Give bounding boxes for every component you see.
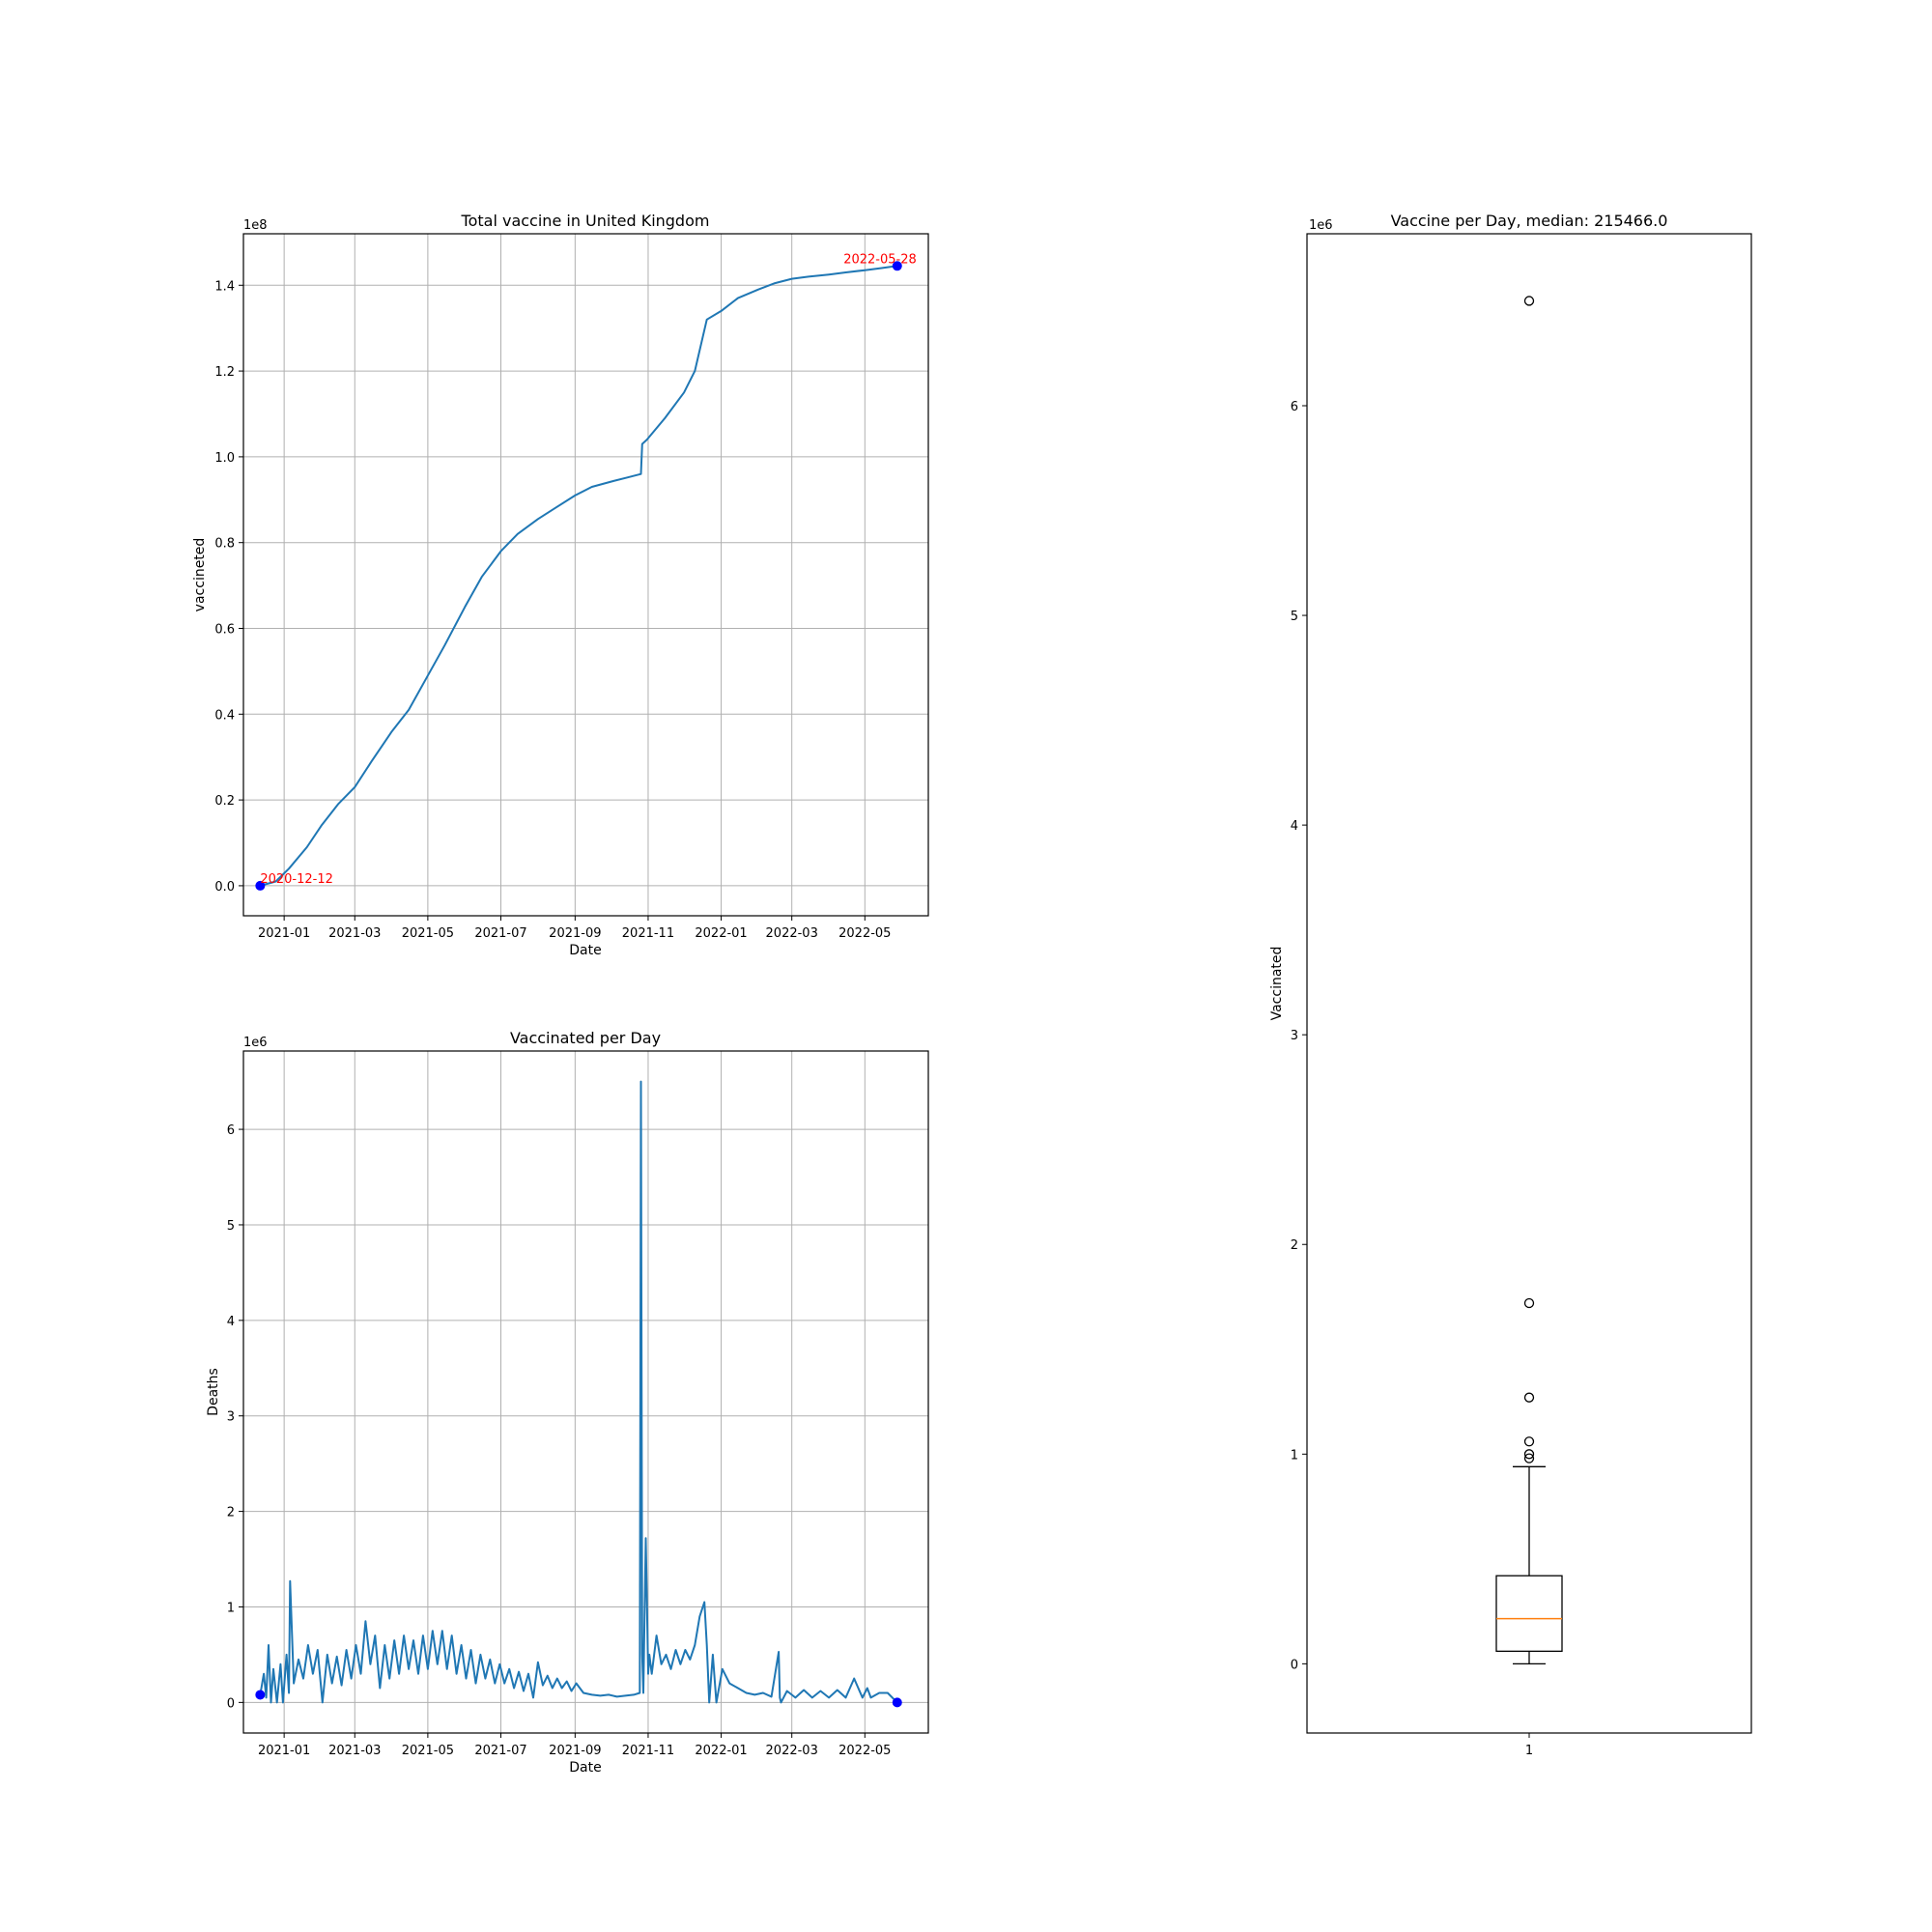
x-tick-label: 2021-01 [258,926,310,941]
chart1-ylabel: vaccineted [192,538,208,612]
x-tick-label: 2022-05 [838,1744,891,1758]
chart2-y-ticks: 0 1 2 3 4 5 6 [227,1123,243,1711]
series-line-0 [259,1080,898,1704]
y-tick-label: 0.2 [214,794,235,809]
y-tick-label: 0.8 [214,537,235,552]
x-tick-label: 2021-07 [474,926,526,941]
chart1-xlabel: Date [569,943,601,958]
y-tick-label: 6 [227,1123,235,1138]
chart3-title: Vaccine per Day, median: 215466.0 [1391,212,1668,230]
chart2-xlabel: Date [569,1760,601,1776]
x-tick-label: 2021-05 [402,926,454,941]
y-tick-label: 0.0 [214,880,235,895]
x-tick-label: 2022-01 [695,926,747,941]
y-tick-label: 1.2 [214,365,235,380]
chart3-y-ticks: 0 1 2 3 4 5 6 [1291,400,1307,1672]
x-tick-label: 1 [1525,1744,1533,1758]
y-tick-label: 1 [227,1601,235,1615]
x-tick-label: 2022-05 [838,926,891,941]
chart2-series-group [259,1080,898,1704]
vaccine-per-day-boxplot: 1 0 1 2 3 4 5 6 Vaccine per Day, median: 21546… [1269,212,1752,1758]
chart3-box-group [1495,296,1563,1665]
x-tick-label: 2021-11 [622,926,674,941]
y-tick-label: 1.0 [214,451,235,466]
chart1-grid [243,234,928,916]
y-tick-label: 2 [227,1506,235,1520]
outlier-point-1 [1523,1449,1535,1460]
y-tick-label: 1.4 [214,279,235,294]
marker-point-0 [255,880,266,891]
x-tick-label: 2021-03 [328,926,381,941]
chart1-points-group [255,261,902,891]
x-tick-label: 2022-01 [695,1744,747,1758]
chart2-title: Vaccinated per Day [510,1029,661,1047]
x-tick-label: 2021-11 [622,1744,674,1758]
chart1-y-ticks: 0.0 0.2 0.4 0.6 0.8 1.0 1.2 1.4 [214,279,243,895]
outlier-point-5 [1523,296,1535,306]
iqr-box [1495,1575,1563,1652]
y-tick-label: 5 [227,1219,235,1234]
y-tick-label: 2 [1291,1238,1298,1253]
y-tick-label: 3 [227,1410,235,1425]
chart1-series-group [260,265,897,887]
marker-point-1 [892,1697,902,1708]
chart2-points-group [255,1690,902,1708]
y-tick-label: 0.4 [214,708,235,723]
chart3-y-offset-label: 1e6 [1309,218,1333,233]
chart3-x-ticks: 1 [1525,1733,1533,1758]
y-tick-label: 0 [227,1696,235,1711]
y-tick-label: 0 [1291,1658,1298,1672]
x-tick-label: 2021-09 [549,1744,601,1758]
y-tick-label: 3 [1291,1029,1298,1043]
x-tick-label: 2021-07 [474,1744,526,1758]
chart1-axes-frame [242,233,929,917]
y-tick-label: 4 [1291,819,1298,834]
series-line-0 [260,265,897,887]
chart2-axes-frame [242,1050,929,1734]
date-annotation-0: 2020-12-12 [260,872,333,887]
outlier-point-4 [1523,1297,1535,1309]
date-annotation-1: 2022-05-28 [843,252,917,267]
outlier-point-2 [1523,1436,1535,1447]
x-tick-label: 2022-03 [766,926,818,941]
x-tick-label: 2021-05 [402,1744,454,1758]
outlier-point-0 [1523,1453,1535,1463]
chart3-ylabel: Vaccinated [1269,947,1285,1021]
vaccinated-per-day-chart: 2021-01 2021-03 2021-05 2021-07 2021-09 2021-… [206,1029,929,1776]
chart2-y-offset-label: 1e6 [243,1036,268,1050]
x-tick-label: 2022-03 [766,1744,818,1758]
y-tick-label: 4 [227,1315,235,1329]
chart2-ylabel: Deaths [206,1368,221,1416]
chart1-y-offset-label: 1e8 [243,218,268,233]
y-tick-label: 5 [1291,610,1298,624]
x-tick-label: 2021-01 [258,1744,310,1758]
chart1-x-ticks: 2021-01 2021-03 2021-05 2021-07 2021-09 2021-… [258,916,891,941]
y-tick-label: 1 [1291,1448,1298,1463]
marker-point-1 [892,261,902,271]
y-tick-label: 0.6 [214,623,235,638]
chart1-title: Total vaccine in United Kingdom [461,212,710,230]
chart1-annotations-group: 2020-12-12 2022-05-28 [260,252,916,887]
marker-point-0 [255,1690,266,1700]
chart2-x-ticks: 2021-01 2021-03 2021-05 2021-07 2021-09 2021-… [258,1733,891,1758]
y-tick-label: 6 [1291,400,1298,414]
x-tick-label: 2021-09 [549,926,601,941]
chart2-grid [243,1051,928,1733]
x-tick-label: 2021-03 [328,1744,381,1758]
outlier-point-3 [1523,1392,1535,1403]
